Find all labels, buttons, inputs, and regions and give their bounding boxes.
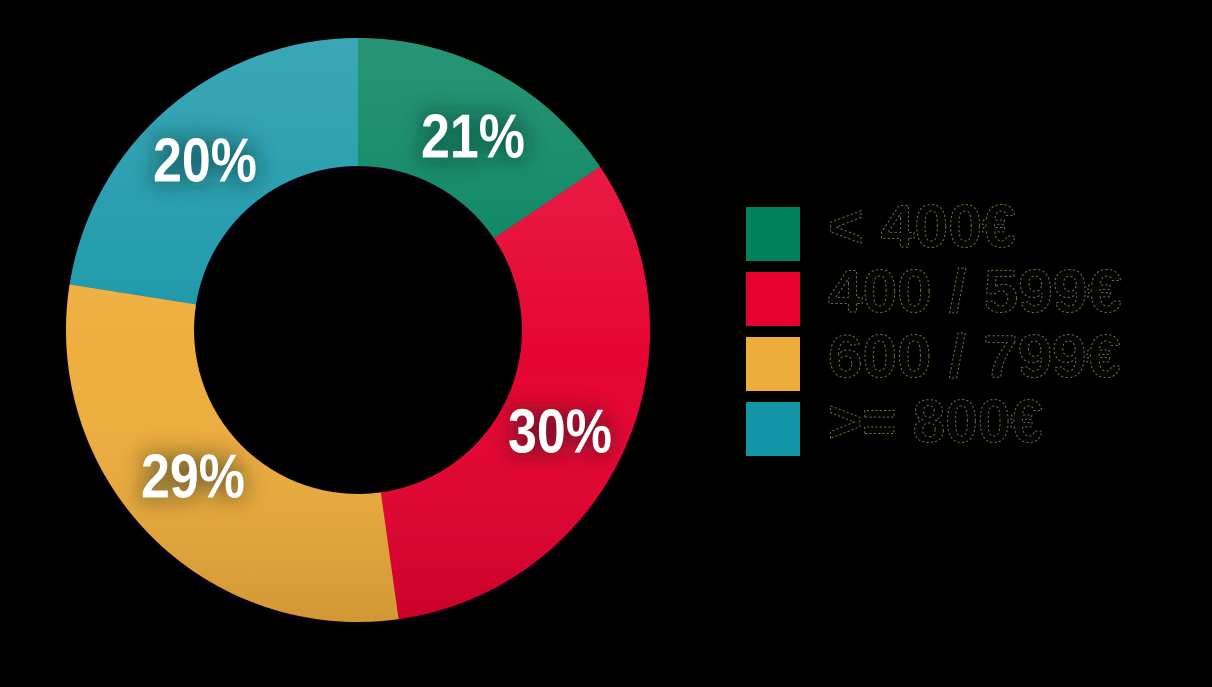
- svg-text:20%: 20%: [153, 126, 257, 195]
- svg-text:600 / 799€: 600 / 799€: [828, 323, 1121, 390]
- svg-text:< 400€: < 400€: [828, 193, 1016, 260]
- svg-text:>= 800€: >= 800€: [828, 388, 1043, 455]
- svg-text:30%: 30%: [508, 397, 612, 466]
- svg-text:21%: 21%: [421, 102, 525, 171]
- svg-text:29%: 29%: [141, 442, 245, 511]
- svg-text:400 / 599€: 400 / 599€: [828, 258, 1122, 325]
